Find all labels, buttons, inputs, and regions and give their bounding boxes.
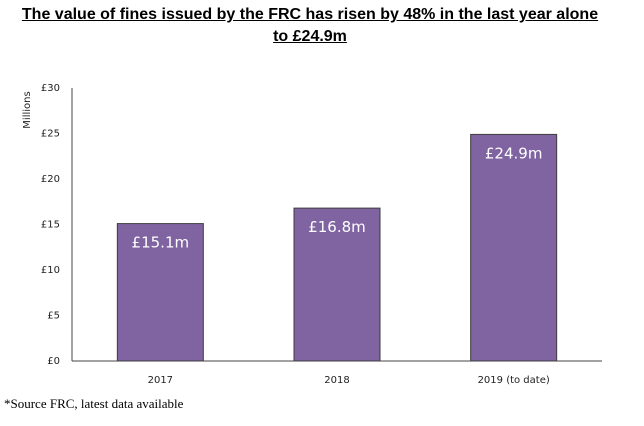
chart-title-line-2: to £24.9m	[273, 28, 347, 45]
chart-title: The value of fines issued by the FRC has…	[0, 4, 620, 48]
y-tick-label: £15	[41, 220, 60, 231]
y-tick-label: £0	[47, 356, 60, 367]
y-tick-label: £25	[41, 129, 60, 140]
x-axis-ticks: 2017 2018 2019 (to date)	[148, 375, 550, 386]
source-note: *Source FRC, latest data available	[4, 396, 184, 411]
bar	[293, 207, 381, 362]
y-tick-label: £20	[41, 174, 60, 185]
bar	[116, 223, 204, 362]
y-tick-label: £10	[41, 265, 60, 276]
y-axis-label: Millions	[22, 91, 33, 128]
x-category-label: 2017	[148, 375, 173, 386]
y-tick-label: £30	[41, 83, 60, 94]
bar-data-label: £16.8m	[308, 218, 366, 236]
bar-data-label: £24.9m	[485, 144, 543, 162]
y-axis-ticks: £0 £5 £10 £15 £20 £25 £30	[41, 83, 60, 367]
bars-group: £15.1m £16.8m £24.9m	[116, 133, 558, 362]
bar-data-label: £15.1m	[132, 234, 190, 252]
chart-title-line-1: The value of fines issued by the FRC has…	[21, 6, 599, 23]
x-category-label: 2018	[324, 375, 349, 386]
x-category-label: 2019 (to date)	[478, 375, 550, 386]
y-tick-label: £5	[47, 311, 60, 322]
bar	[470, 133, 558, 362]
